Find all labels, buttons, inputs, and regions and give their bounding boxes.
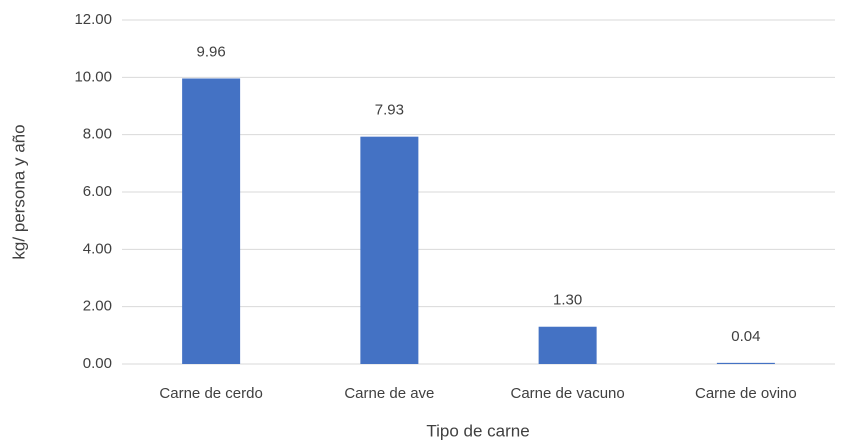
data-label: 7.93	[375, 102, 404, 119]
y-tick-label: 0.00	[83, 355, 112, 372]
y-axis-label: kg/ persona y año	[9, 124, 28, 259]
x-tick-label: Carne de cerdo	[159, 385, 262, 402]
bar	[538, 326, 597, 364]
y-tick-label: 10.00	[74, 68, 112, 85]
x-tick-label: Carne de ovino	[695, 385, 797, 402]
y-tick-label: 12.00	[74, 11, 112, 28]
x-tick-label: Carne de vacuno	[511, 385, 625, 402]
y-tick-label: 2.00	[83, 298, 112, 315]
data-label: 0.04	[731, 328, 760, 345]
data-label: 1.30	[553, 292, 582, 309]
x-tick-label: Carne de ave	[344, 385, 434, 402]
y-tick-label: 6.00	[83, 183, 112, 200]
y-tick-label: 4.00	[83, 240, 112, 257]
y-tick-label: 8.00	[83, 126, 112, 143]
x-axis-label: Tipo de carne	[426, 421, 529, 440]
bar	[716, 362, 775, 364]
bar	[182, 78, 241, 364]
data-label: 9.96	[197, 43, 226, 60]
bar	[360, 136, 419, 364]
